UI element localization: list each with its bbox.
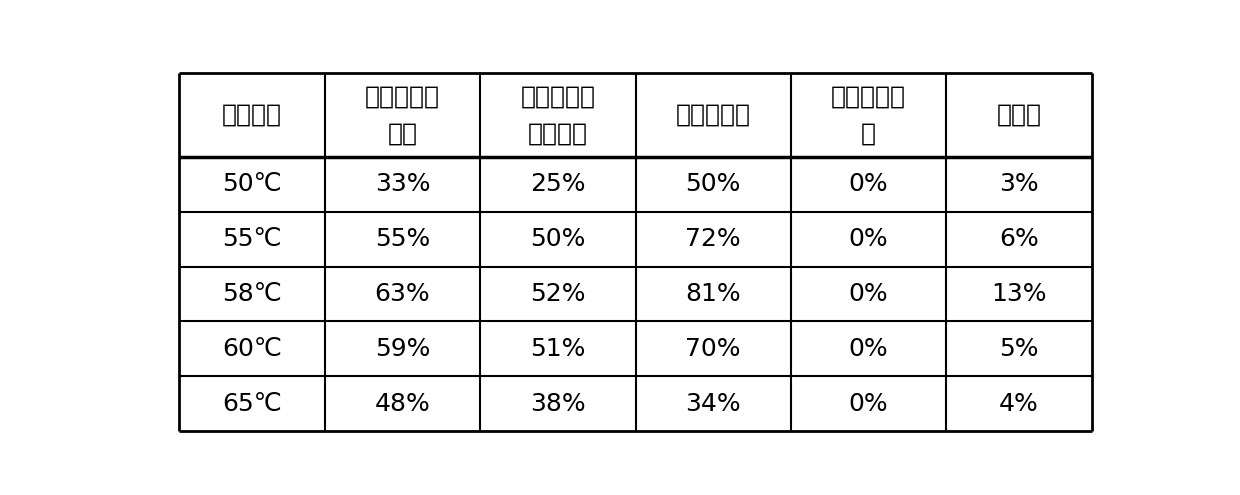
Text: 0%: 0% — [848, 337, 888, 361]
Text: 5%: 5% — [999, 337, 1039, 361]
Text: 脱色率: 脱色率 — [997, 103, 1042, 127]
Text: 酚类物除去: 酚类物除去 — [831, 84, 906, 108]
Text: 38%: 38% — [529, 392, 585, 416]
Text: 率: 率 — [861, 121, 875, 146]
Text: 59%: 59% — [374, 337, 430, 361]
Text: 34%: 34% — [686, 392, 742, 416]
Text: 处理温度: 处理温度 — [222, 103, 281, 127]
Text: 33%: 33% — [374, 172, 430, 197]
Text: 50%: 50% — [531, 227, 585, 251]
Text: 沉降速度: 沉降速度 — [528, 121, 588, 146]
Text: 63%: 63% — [374, 282, 430, 306]
Text: 52%: 52% — [531, 282, 585, 306]
Text: 55℃: 55℃ — [222, 227, 281, 251]
Text: 25%: 25% — [531, 172, 585, 197]
Text: 去率: 去率 — [388, 121, 418, 146]
Text: 右旋糖酐除: 右旋糖酐除 — [365, 84, 440, 108]
Text: 51%: 51% — [531, 337, 585, 361]
Text: 浊度降低率: 浊度降低率 — [676, 103, 750, 127]
Text: 0%: 0% — [848, 227, 888, 251]
Text: 过滤速度与: 过滤速度与 — [521, 84, 595, 108]
Text: 0%: 0% — [848, 172, 888, 197]
Text: 65℃: 65℃ — [222, 392, 281, 416]
Text: 48%: 48% — [374, 392, 430, 416]
Text: 58℃: 58℃ — [222, 282, 281, 306]
Text: 55%: 55% — [374, 227, 430, 251]
Text: 50%: 50% — [686, 172, 740, 197]
Text: 0%: 0% — [848, 392, 888, 416]
Text: 6%: 6% — [999, 227, 1039, 251]
Text: 70%: 70% — [686, 337, 740, 361]
Text: 3%: 3% — [999, 172, 1039, 197]
Text: 72%: 72% — [686, 227, 742, 251]
Text: 4%: 4% — [999, 392, 1039, 416]
Text: 81%: 81% — [686, 282, 742, 306]
Text: 50℃: 50℃ — [222, 172, 281, 197]
Text: 60℃: 60℃ — [222, 337, 281, 361]
Text: 13%: 13% — [991, 282, 1047, 306]
Text: 0%: 0% — [848, 282, 888, 306]
